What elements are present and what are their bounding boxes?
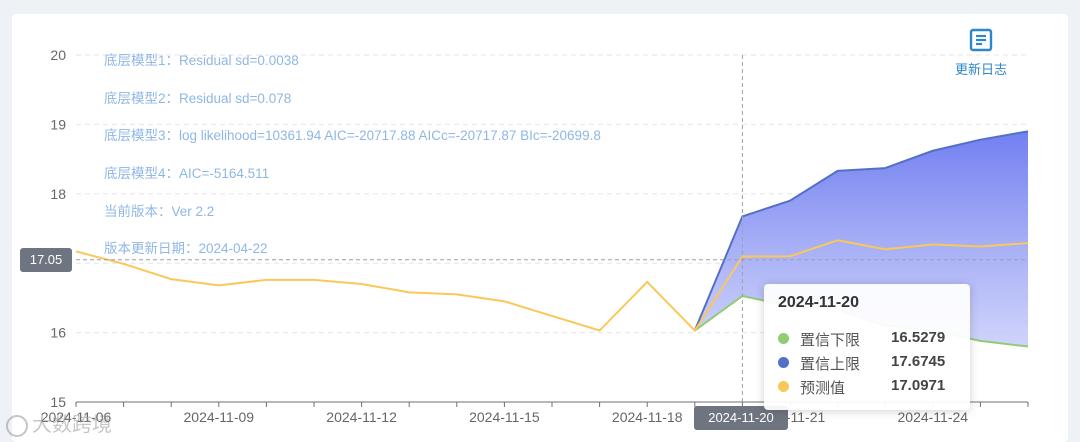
tooltip-date: 2024-11-20: [778, 294, 859, 311]
x-tick-label: 2024-11-06: [41, 409, 112, 425]
annotation-model-2: 底层模型2：Residual sd=0.078: [104, 91, 292, 106]
legend-dot-icon: [778, 333, 789, 344]
pointer-y-label: 17.05: [20, 248, 72, 272]
tooltip-series-value: 17.0971: [891, 377, 946, 394]
watermark: 大数跨境: [6, 408, 112, 437]
tooltip-row-lower: 置信下限 16.5279: [778, 328, 960, 350]
document-icon: [969, 28, 993, 52]
annotation-update-date: 版本更新日期：2024-04-22: [104, 241, 268, 256]
y-tick-label: 16: [50, 325, 66, 341]
annotation-model-1: 底层模型1：Residual sd=0.0038: [104, 53, 299, 68]
legend-dot-icon: [778, 357, 789, 368]
annotation-model-4: 底层模型4：AIC=-5164.511: [104, 166, 270, 181]
tooltip-row-forecast: 预测值 17.0971: [778, 376, 960, 398]
x-tick-label: 2024-11-24: [898, 409, 969, 425]
watermark-text: 大数跨境: [32, 412, 112, 436]
legend-dot-icon: [778, 381, 789, 392]
annotation-model-3: 底层模型3：log likelihood=10361.94 AIC=-20717…: [104, 128, 601, 143]
x-tick-label: 2024-11-12: [326, 409, 397, 425]
x-tick-label: 2024-11-18: [612, 409, 683, 425]
watermark-logo-icon: [6, 414, 28, 437]
x-tick-label: 2024-11-15: [469, 409, 540, 425]
series-line-upper: [693, 130, 1029, 331]
update-log-button[interactable]: 更新日志: [948, 28, 1014, 78]
series-line-forecast: [75, 239, 1029, 333]
x-tick-label: 2024-11-09: [184, 409, 255, 425]
chart-tooltip: 2024-11-20 置信下限 16.5279 置信上限 17.6745 预测值…: [764, 284, 970, 410]
annotation-version: 当前版本：Ver 2.2: [104, 204, 215, 219]
pointer-x-label: 2024-11-20: [694, 406, 788, 430]
y-tick-label: 19: [50, 116, 66, 132]
y-tick-label: 15: [50, 394, 66, 410]
tooltip-series-name: 预测值: [800, 379, 846, 397]
tooltip-series-value: 16.5279: [891, 329, 946, 346]
tooltip-series-name: 置信上限: [800, 355, 861, 373]
y-tick-label: 18: [50, 186, 66, 202]
y-tick-label: 20: [50, 47, 66, 63]
tooltip-row-upper: 置信上限 17.6745: [778, 352, 960, 374]
update-log-label: 更新日志: [954, 63, 1007, 78]
tooltip-series-value: 17.6745: [891, 353, 946, 370]
tooltip-series-name: 置信下限: [800, 331, 861, 349]
